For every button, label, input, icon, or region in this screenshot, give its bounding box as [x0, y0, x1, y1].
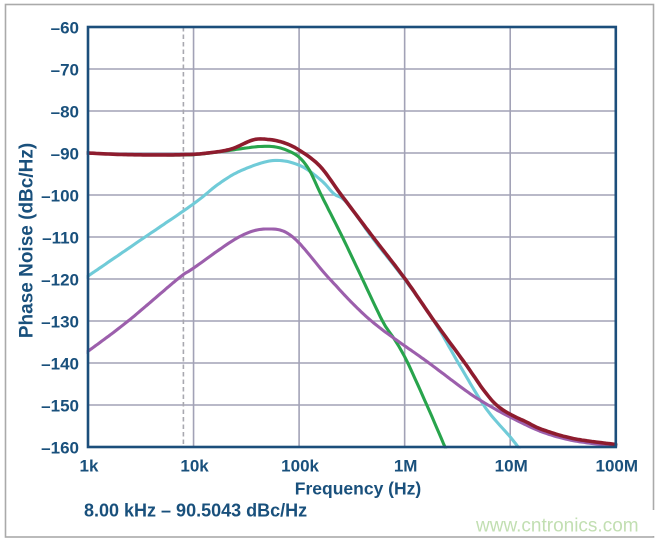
svg-text:10k: 10k [180, 457, 209, 476]
svg-text:–130: –130 [41, 312, 79, 331]
svg-text:100M: 100M [595, 457, 638, 476]
svg-text:–120: –120 [41, 270, 79, 289]
svg-text:–160: –160 [41, 438, 79, 457]
svg-text:www.cntronics.com: www.cntronics.com [475, 516, 639, 537]
svg-text:8.00 kHz – 90.5043 dBc/Hz: 8.00 kHz – 90.5043 dBc/Hz [84, 501, 307, 521]
svg-text:Phase Noise (dBc/Hz): Phase Noise (dBc/Hz) [17, 143, 38, 338]
svg-text:–100: –100 [41, 186, 79, 205]
svg-text:–60: –60 [51, 18, 79, 37]
svg-text:Frequency (Hz): Frequency (Hz) [295, 479, 421, 499]
svg-text:–70: –70 [51, 60, 79, 79]
svg-text:–110: –110 [42, 228, 79, 247]
svg-text:100k: 100k [281, 457, 319, 476]
svg-text:1M: 1M [394, 457, 418, 476]
svg-text:–90: –90 [51, 144, 79, 163]
svg-text:–150: –150 [41, 396, 79, 415]
svg-text:–80: –80 [51, 102, 79, 121]
svg-text:–140: –140 [41, 354, 79, 373]
svg-text:10M: 10M [495, 457, 528, 476]
svg-text:1k: 1k [80, 457, 99, 476]
